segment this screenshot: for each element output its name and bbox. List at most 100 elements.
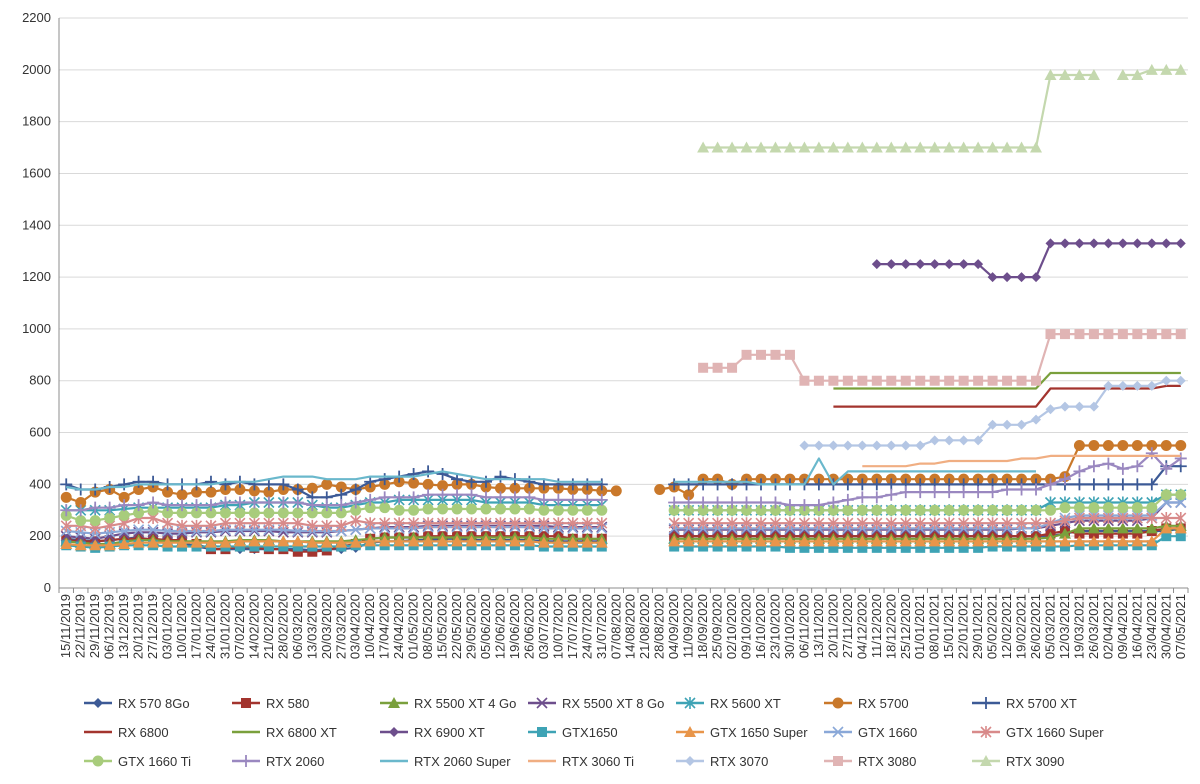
data-point	[1117, 380, 1128, 391]
data-point	[943, 517, 955, 530]
data-point	[957, 141, 970, 153]
legend-marker	[241, 698, 251, 708]
data-point	[885, 517, 897, 530]
data-point	[408, 477, 420, 489]
data-point	[1058, 535, 1071, 547]
data-point	[870, 491, 883, 504]
data-point	[900, 517, 912, 530]
data-point	[944, 375, 955, 386]
data-point	[683, 517, 695, 530]
data-point	[900, 542, 911, 553]
series-rtx-3060-ti	[862, 454, 1181, 468]
series-line	[674, 516, 1181, 525]
data-point	[190, 519, 203, 532]
x-tick-label: 22/05/2020	[449, 594, 464, 659]
data-point	[1016, 504, 1028, 516]
data-point	[798, 141, 811, 153]
data-point	[943, 486, 956, 499]
data-point	[1102, 457, 1115, 470]
legend-marker	[92, 755, 104, 767]
data-point	[1102, 535, 1115, 547]
data-point	[756, 541, 767, 552]
data-point	[886, 440, 897, 451]
data-point	[857, 542, 868, 553]
x-tick-label: 24/07/2020	[579, 594, 594, 659]
data-point	[321, 519, 333, 532]
data-point	[451, 517, 463, 530]
data-point	[1087, 535, 1100, 547]
data-point	[1016, 419, 1027, 430]
data-point	[161, 517, 174, 530]
data-point	[712, 504, 724, 516]
legend-item: RTX 2060	[232, 754, 324, 769]
data-point	[1145, 478, 1158, 491]
data-point	[407, 491, 420, 504]
data-point	[234, 484, 246, 496]
data-point	[813, 517, 825, 530]
data-point	[479, 535, 492, 547]
data-point	[436, 468, 449, 480]
data-point	[205, 519, 217, 532]
legend-label: RX 5700	[858, 696, 909, 711]
data-point	[769, 517, 782, 530]
legend-label: GTX 1660 Super	[1006, 725, 1104, 740]
x-tick-label: 31/01/2020	[217, 594, 232, 659]
x-tick-label: 30/10/2020	[782, 594, 797, 659]
data-point	[1117, 440, 1129, 451]
data-point	[987, 541, 998, 552]
data-point	[176, 499, 189, 512]
x-tick-label: 13/03/2020	[304, 594, 319, 659]
data-point	[1132, 380, 1143, 391]
data-point	[770, 541, 781, 552]
data-point	[1073, 478, 1086, 491]
data-point	[1002, 541, 1013, 552]
data-point	[828, 440, 839, 451]
data-point	[726, 141, 739, 153]
legend-label: RX 5500 XT 4 Go	[414, 696, 516, 711]
x-tick-label: 05/06/2020	[478, 594, 493, 659]
data-point	[1001, 141, 1014, 153]
data-point	[914, 504, 926, 516]
data-point	[769, 535, 782, 547]
data-point	[1161, 329, 1172, 340]
data-point	[798, 517, 810, 530]
data-point	[870, 535, 883, 547]
legend-item: RTX 2060 Super	[380, 754, 511, 769]
series-line	[703, 73, 1094, 149]
y-tick-label: 1800	[22, 114, 51, 129]
data-point	[1161, 531, 1172, 542]
data-point	[1174, 452, 1187, 465]
legend-item: GTX 1660	[824, 725, 917, 740]
data-point	[494, 535, 507, 547]
legend-item: RX 6900 XT	[380, 725, 485, 740]
data-point	[320, 536, 333, 548]
data-point	[1145, 535, 1158, 547]
data-point	[350, 514, 362, 527]
data-point	[118, 491, 130, 503]
data-point	[1059, 502, 1071, 514]
x-tick-label: 29/01/2021	[970, 594, 985, 659]
x-tick-label: 03/07/2020	[536, 594, 551, 659]
data-point	[958, 375, 969, 386]
series-rtx-2060	[60, 447, 1187, 517]
plot-area	[60, 63, 1187, 557]
legend-label: GTX 1650 Super	[710, 725, 808, 740]
x-axis-ticks: 15/11/2019 22/11/2019 29/11/2019 06/12/2019…	[58, 594, 1188, 659]
data-point	[914, 535, 927, 547]
data-point	[1175, 238, 1186, 249]
data-point	[712, 541, 723, 552]
data-point	[1016, 541, 1027, 552]
series-gtx-1660-ti	[60, 489, 1187, 527]
data-point	[291, 535, 304, 547]
data-point	[1045, 238, 1056, 249]
series-rx-6800-xt	[833, 371, 1181, 390]
legend-label: RTX 3080	[858, 754, 916, 769]
legend-marker	[832, 726, 844, 738]
data-point	[1059, 541, 1070, 552]
data-point	[1044, 504, 1056, 516]
data-point	[277, 478, 290, 491]
data-point	[291, 496, 304, 509]
data-point	[856, 478, 869, 491]
x-tick-label: 29/11/2019	[87, 594, 102, 658]
data-point	[407, 468, 420, 480]
